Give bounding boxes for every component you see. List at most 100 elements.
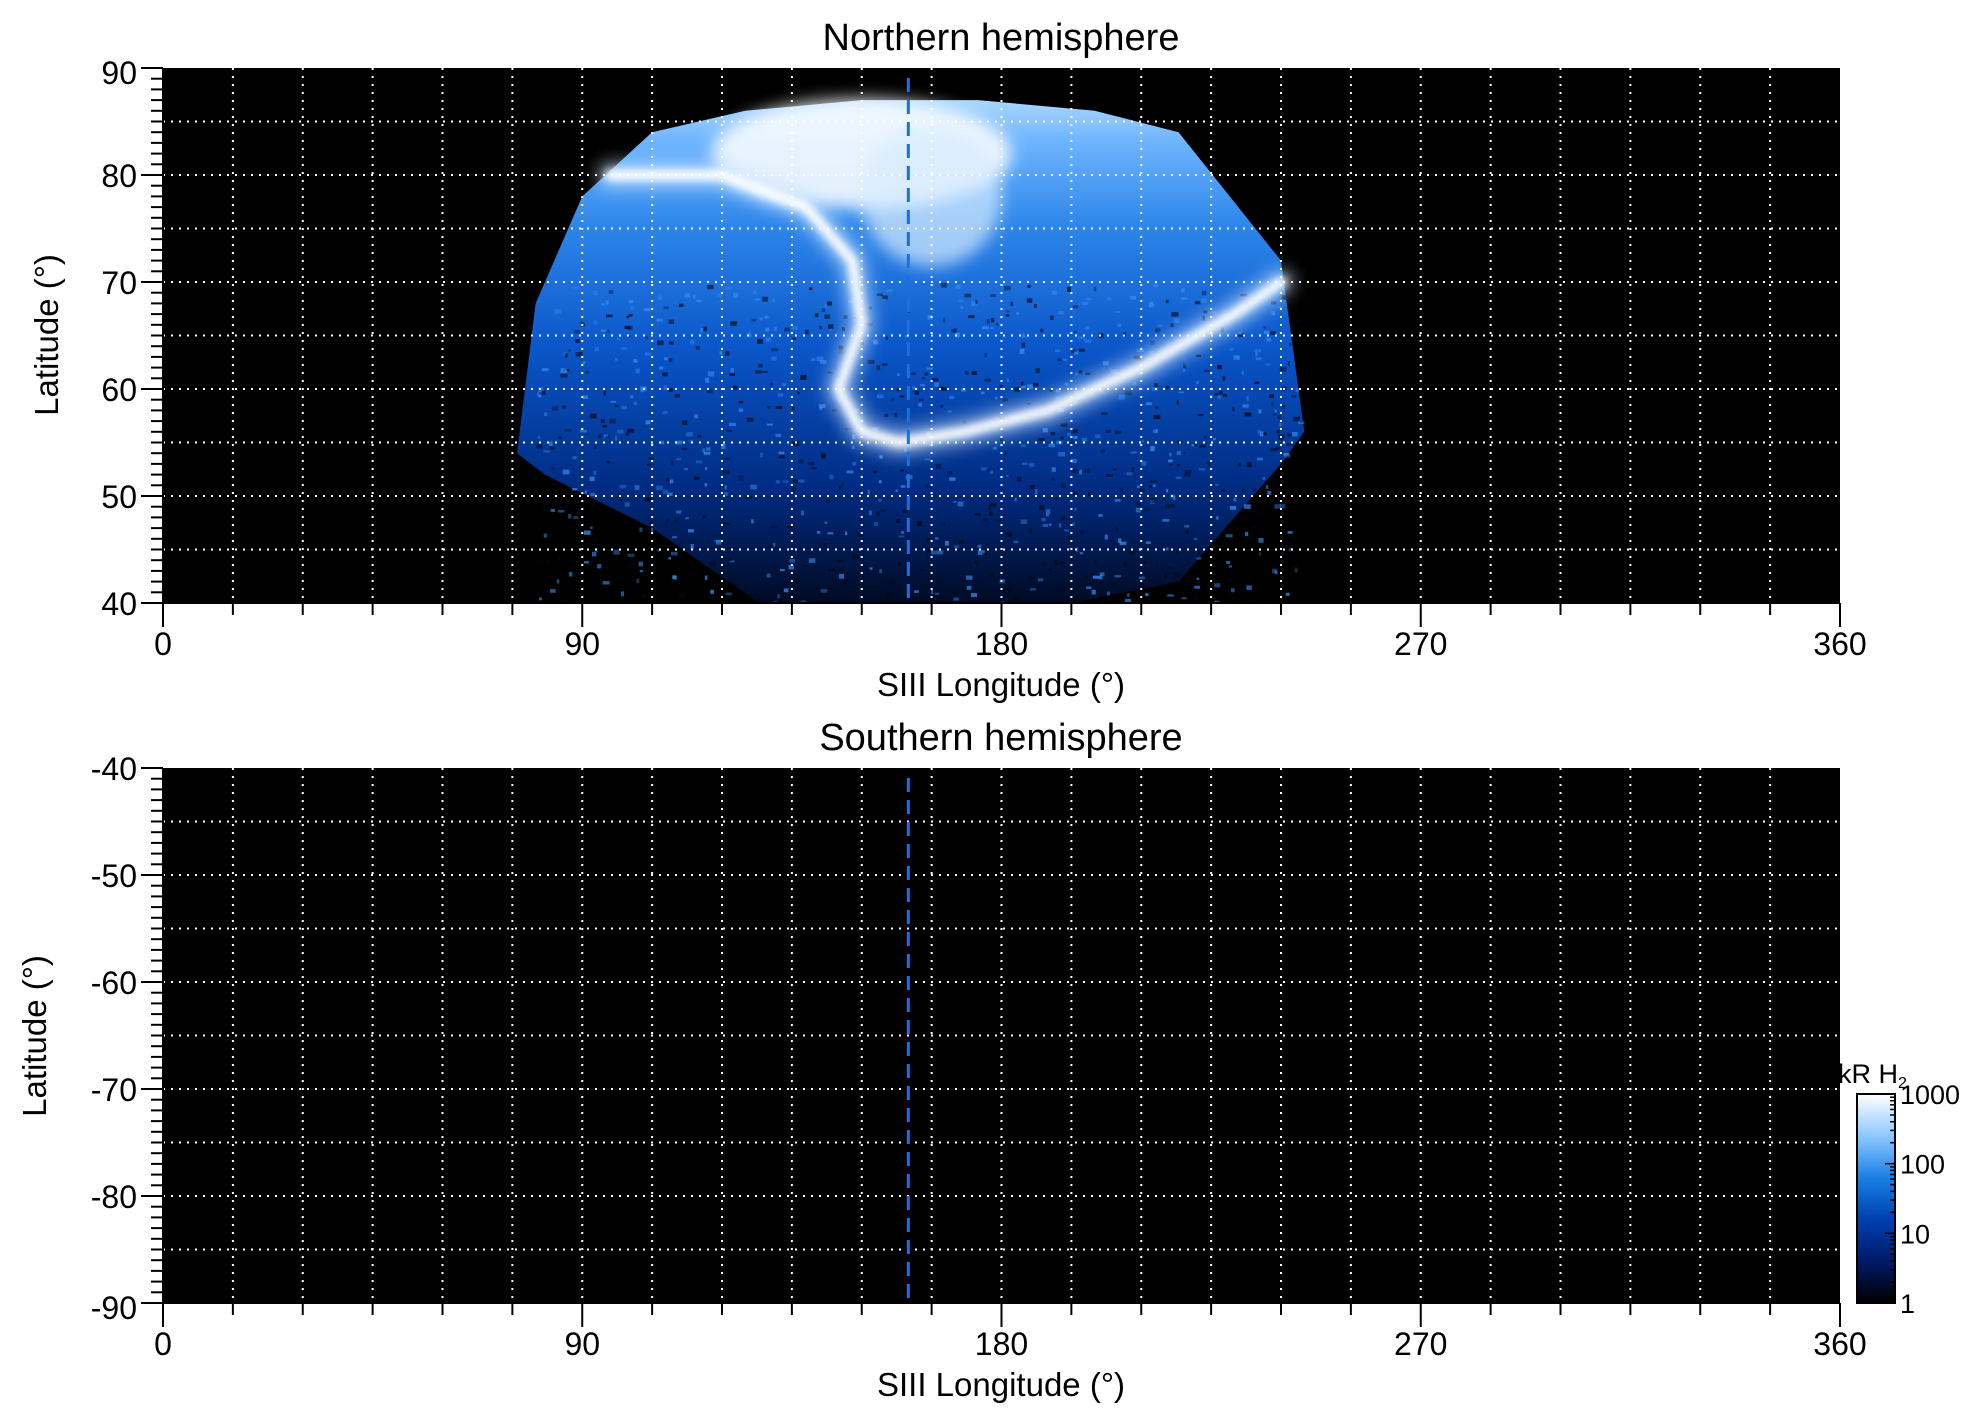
emission-speckle <box>809 287 813 291</box>
emission-speckle <box>687 529 694 533</box>
emission-speckle <box>597 436 602 439</box>
emission-speckle <box>1244 412 1252 417</box>
emission-speckle <box>878 498 882 502</box>
emission-speckle <box>792 337 797 340</box>
emission-speckle <box>955 284 961 289</box>
emission-speckle <box>1181 287 1185 293</box>
emission-speckle <box>814 313 819 318</box>
emission-speckle <box>645 420 651 425</box>
emission-speckle <box>550 589 556 593</box>
emission-speckle <box>1005 313 1010 317</box>
emission-speckle <box>585 370 589 374</box>
emission-speckle <box>990 318 995 323</box>
emission-speckle <box>627 553 635 557</box>
emission-speckle <box>1148 485 1153 488</box>
emission-speckle <box>678 303 684 307</box>
emission-speckle <box>670 460 674 466</box>
emission-speckle <box>816 530 821 534</box>
emission-speckle <box>746 417 754 422</box>
emission-speckle <box>1032 382 1039 387</box>
emission-speckle <box>1153 283 1159 288</box>
emission-speckle <box>1240 574 1245 578</box>
emission-speckle <box>1217 395 1221 399</box>
emission-speckle <box>589 476 595 481</box>
emission-speckle <box>879 568 882 574</box>
emission-speckle <box>1091 589 1096 595</box>
emission-speckle <box>562 469 570 475</box>
emission-speckle <box>723 492 729 496</box>
emission-speckle <box>548 528 553 533</box>
emission-speckle <box>1167 566 1173 569</box>
emission-speckle <box>1186 530 1189 534</box>
emission-speckle <box>1099 572 1105 577</box>
emission-speckle <box>977 544 982 548</box>
north-main-oval <box>597 162 1294 456</box>
emission-speckle <box>1242 404 1249 408</box>
emission-speckle <box>536 444 543 449</box>
emission-speckle <box>606 300 609 305</box>
emission-speckle <box>842 327 845 331</box>
emission-speckle <box>812 587 819 592</box>
emission-speckle <box>1106 596 1113 602</box>
emission-speckle <box>1279 504 1286 509</box>
emission-speckle <box>1272 568 1277 574</box>
emission-speckle <box>705 377 710 383</box>
emission-speckle <box>755 370 762 374</box>
emission-speckle <box>663 306 669 309</box>
emission-speckle <box>1284 454 1291 458</box>
emission-speckle <box>1199 468 1206 471</box>
emission-speckle <box>1088 583 1094 587</box>
emission-speckle <box>733 292 738 298</box>
emission-speckle <box>1203 435 1208 439</box>
emission-speckle <box>593 537 598 542</box>
emission-speckle <box>1066 432 1071 437</box>
emission-speckle <box>982 552 987 556</box>
emission-speckle <box>843 315 848 319</box>
emission-speckle <box>1152 484 1156 487</box>
emission-speckle <box>1136 349 1144 352</box>
emission-speckle <box>1080 530 1084 535</box>
emission-speckle <box>1020 519 1028 525</box>
emission-speckle <box>723 457 731 460</box>
emission-speckle <box>1226 561 1231 564</box>
emission-speckle <box>1027 284 1031 288</box>
emission-speckle <box>1145 402 1153 406</box>
emission-speckle <box>690 544 694 549</box>
emission-speckle <box>1078 336 1086 340</box>
emission-speckle <box>904 334 908 338</box>
emission-speckle <box>762 296 768 302</box>
emission-speckle <box>1157 324 1163 327</box>
emission-speckle <box>1060 358 1068 361</box>
emission-speckle <box>714 539 722 543</box>
emission-speckle <box>827 371 833 374</box>
emission-speckle <box>1233 497 1237 502</box>
emission-speckle <box>602 581 610 585</box>
emission-speckle <box>820 589 828 593</box>
emission-speckle <box>716 294 722 298</box>
emission-speckle <box>638 561 643 567</box>
south-axes: -40 -50 -60 -70 -80 -90 0 90 180 270 360 <box>91 751 1867 1362</box>
north-grid <box>163 68 1840 603</box>
emission-speckle <box>1155 429 1158 433</box>
emission-speckle <box>1227 576 1232 582</box>
emission-speckle <box>943 521 946 526</box>
emission-speckle <box>935 463 942 469</box>
emission-speckle <box>869 567 873 570</box>
x-tick-label: 270 <box>1394 626 1447 662</box>
emission-speckle <box>550 509 556 512</box>
x-tick-label: 360 <box>1813 626 1866 662</box>
emission-speckle <box>601 303 605 306</box>
emission-speckle <box>1201 298 1207 303</box>
emission-speckle <box>767 405 771 409</box>
emission-speckle <box>1254 349 1261 353</box>
emission-speckle <box>667 492 673 496</box>
emission-speckle <box>1027 384 1033 390</box>
emission-speckle <box>886 289 893 293</box>
emission-speckle <box>589 504 597 509</box>
emission-speckle <box>629 563 636 568</box>
emission-speckle <box>1169 452 1172 457</box>
emission-speckle <box>1141 439 1144 443</box>
emission-speckle <box>789 558 796 563</box>
emission-speckle <box>1005 532 1013 538</box>
emission-speckle <box>1221 489 1226 492</box>
